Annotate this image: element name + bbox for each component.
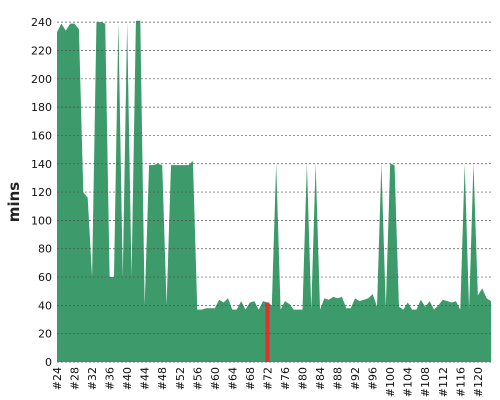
x-tick-label: #36 (104, 367, 117, 390)
x-tick-label: #112 (437, 367, 450, 397)
y-axis-ticks: 0 20 40 60 80 100 120 140 160 180 200 220 240 (31, 16, 52, 369)
y-tick-label: 180 (31, 101, 52, 114)
x-tick-label: #104 (402, 367, 415, 397)
x-tick-label: #84 (314, 367, 327, 390)
y-tick-label: 200 (31, 73, 52, 86)
y-tick-label: 120 (31, 186, 52, 199)
x-tick-label: #44 (139, 367, 152, 390)
x-tick-label: #116 (454, 367, 467, 397)
x-tick-label: #108 (419, 367, 432, 397)
y-tick-label: 100 (31, 214, 52, 227)
x-tick-label: #120 (472, 367, 485, 397)
x-tick-label: #68 (244, 367, 257, 390)
y-tick-label: 40 (38, 299, 52, 312)
y-tick-label: 0 (45, 356, 52, 369)
y-tick-label: 160 (31, 129, 52, 142)
y-tick-label: 240 (31, 16, 52, 29)
x-tick-label: #52 (174, 367, 187, 390)
x-tick-label: #92 (349, 367, 362, 390)
x-axis-ticks: #24 #28 #32 #36 #40 #44 #48 #52 #56 #60 #64 #68 #72 #… (51, 367, 485, 397)
x-tick-label: #60 (209, 367, 222, 390)
series-area (57, 20, 491, 363)
x-tick-label: #72 (261, 367, 274, 390)
x-tick-label: #28 (69, 367, 82, 390)
x-tick-label: #40 (121, 367, 134, 390)
x-tick-label: #32 (86, 367, 99, 390)
x-tick-label: #56 (191, 367, 204, 390)
x-tick-label: #24 (51, 367, 64, 390)
x-tick-label: #100 (384, 367, 397, 397)
y-tick-label: 60 (38, 271, 52, 284)
gridlines (57, 21, 491, 363)
y-tick-label: 220 (31, 44, 52, 57)
highlight-bar-72 (265, 302, 270, 362)
x-tick-label: #76 (279, 367, 292, 390)
x-tick-label: #64 (226, 367, 239, 390)
x-tick-label: #88 (332, 367, 345, 390)
x-tick-label: #96 (367, 367, 380, 390)
y-tick-label: 140 (31, 158, 52, 171)
y-tick-label: 20 (38, 328, 52, 341)
y-axis-title: mins (5, 182, 23, 222)
y-tick-label: 80 (38, 243, 52, 256)
x-tick-label: #48 (156, 367, 169, 390)
x-tick-label: #80 (296, 367, 309, 390)
